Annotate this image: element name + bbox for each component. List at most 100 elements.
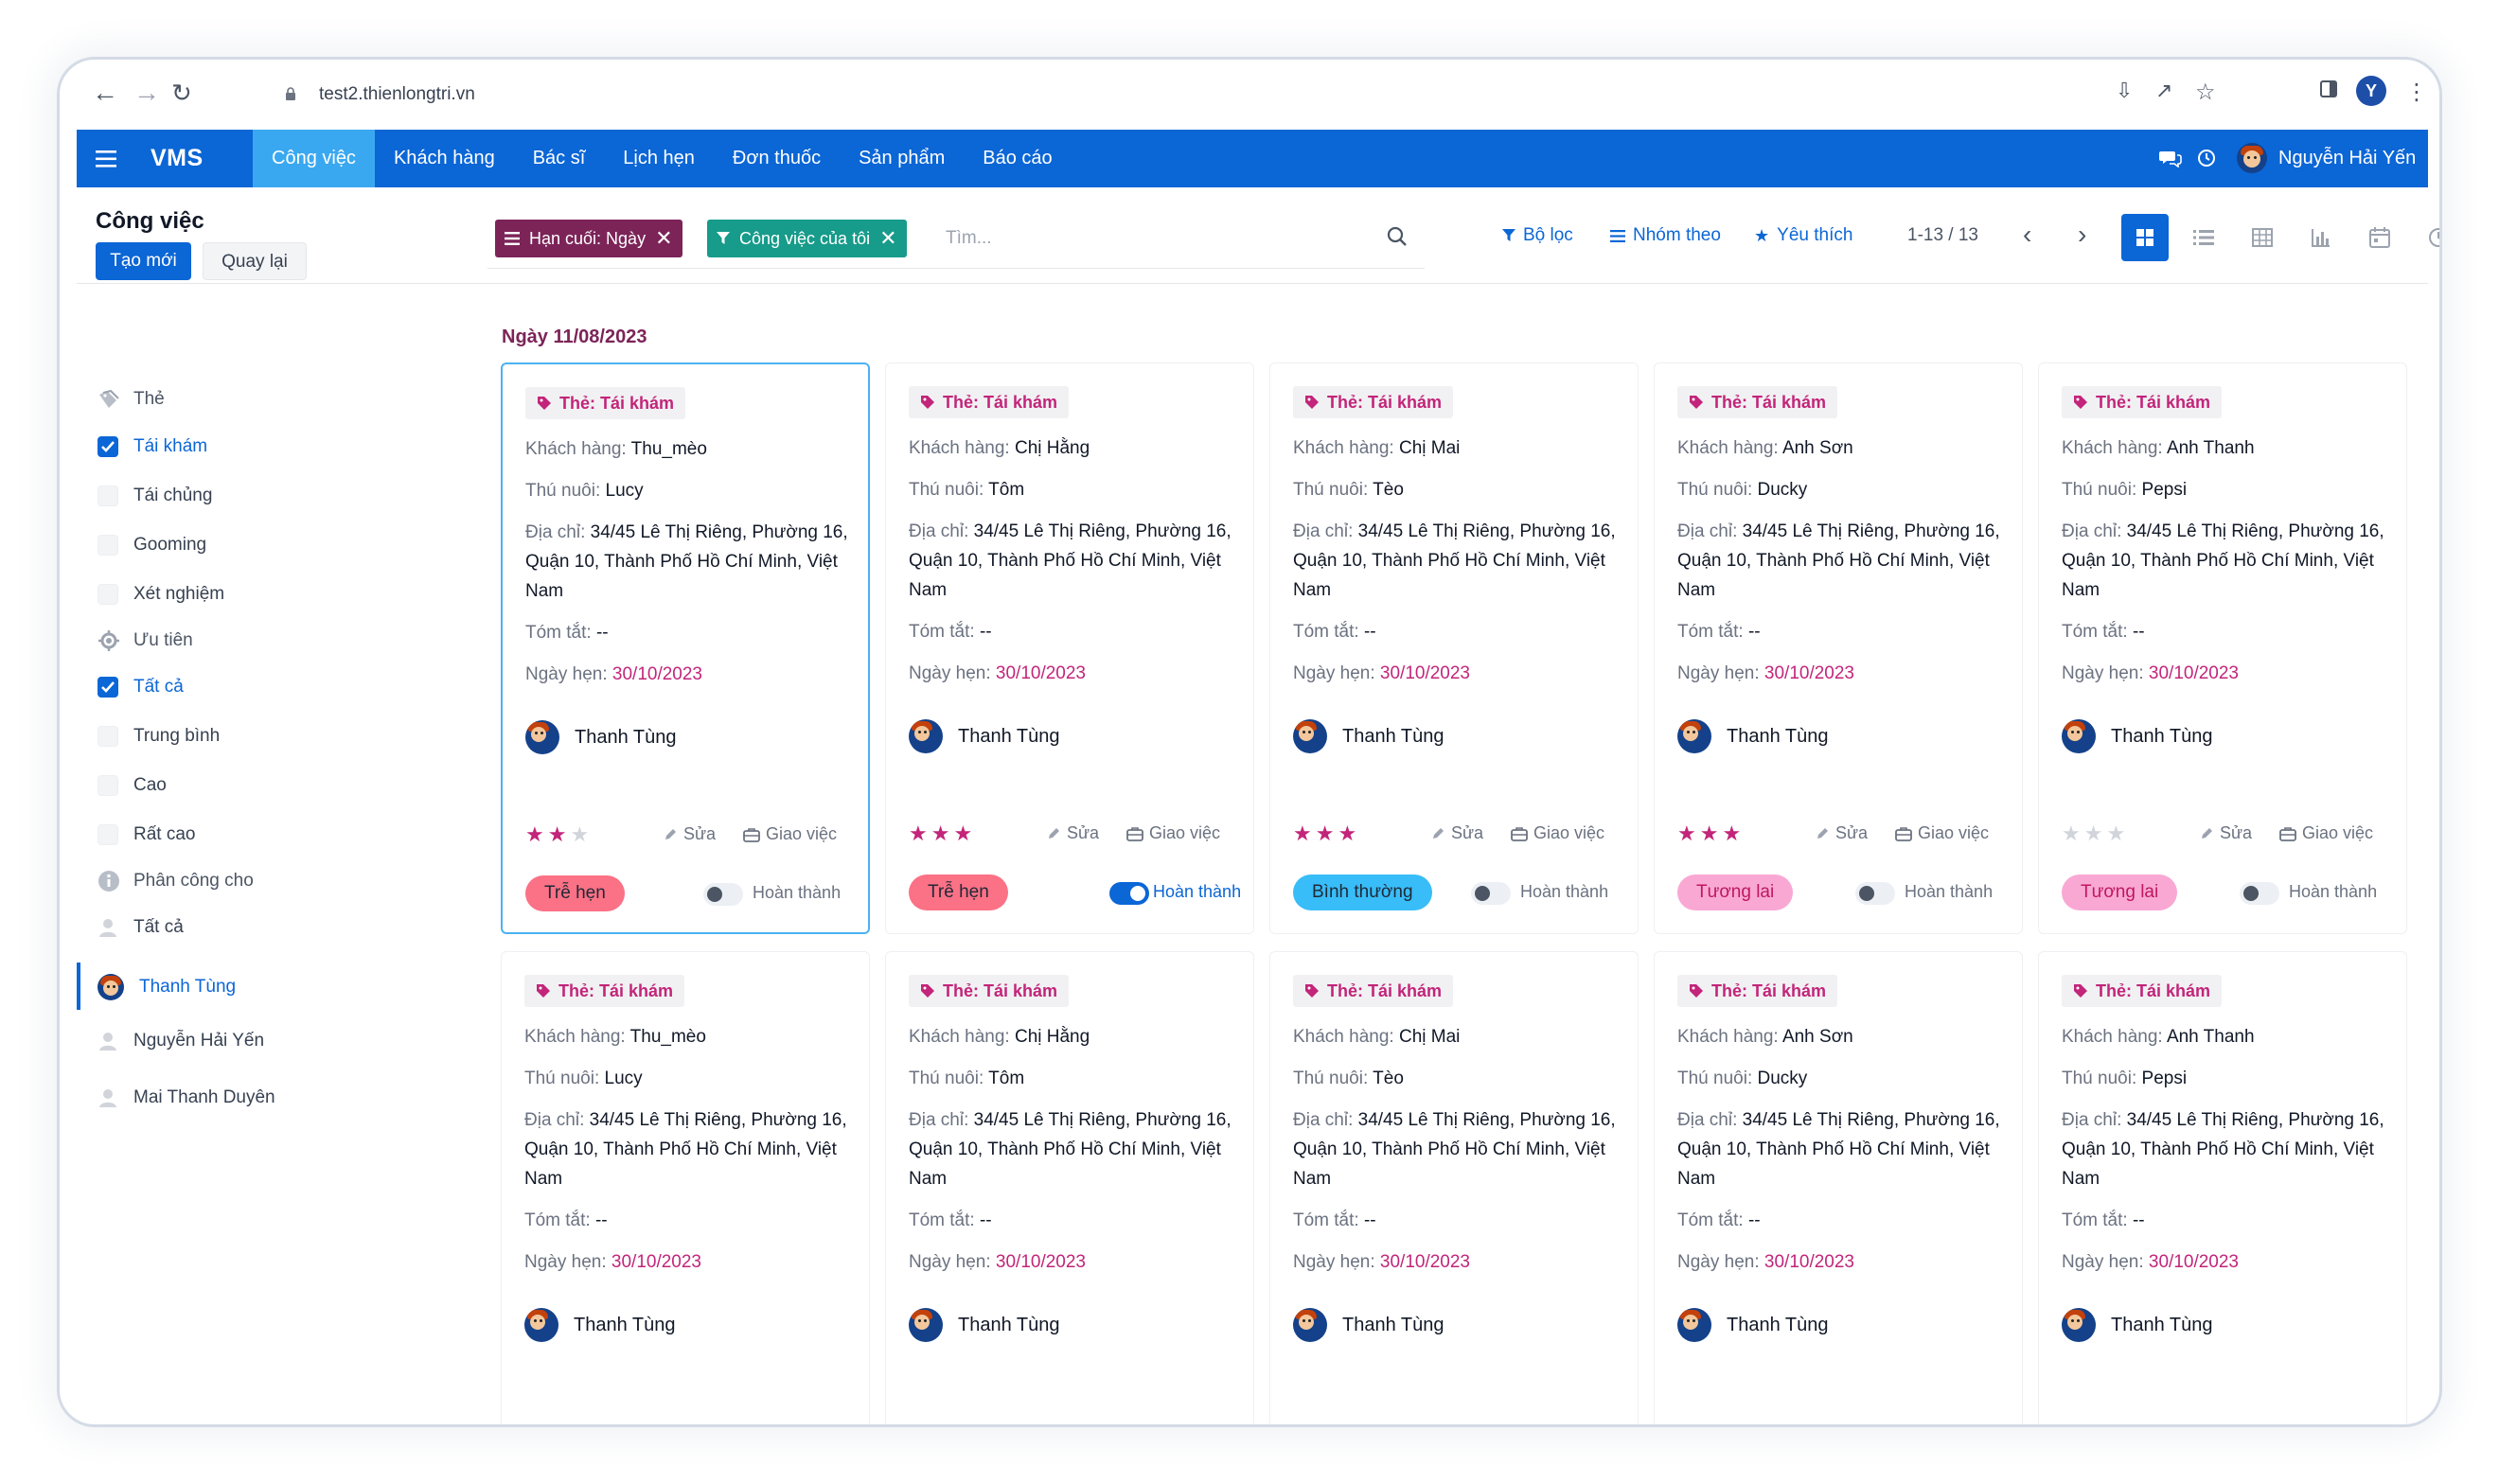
menu-item[interactable]: Sản phẩm xyxy=(859,148,946,168)
task-card[interactable]: Thẻ: Tái khám Khách hàng: Chị Mai Thú nuôi… xyxy=(1269,951,1639,1424)
facet-my-tasks[interactable]: Công việc của tôi ✕ xyxy=(707,220,907,257)
priority-stars[interactable]: ★ ★ ★ xyxy=(525,822,589,847)
assignee-filter-item[interactable]: Thanh Tùng xyxy=(97,974,236,1000)
assignee-filter-item[interactable]: Tất cả xyxy=(97,917,184,938)
group-by-button[interactable]: Nhóm theo xyxy=(1610,225,1721,246)
menu-item[interactable]: Bác sĩ xyxy=(532,148,586,168)
assign-button[interactable]: Giao việc xyxy=(2279,823,2373,843)
assign-button[interactable]: Giao việc xyxy=(743,824,837,844)
edit-button[interactable]: Sửa xyxy=(1431,823,1483,843)
sidebar-filter-item[interactable]: Rất cao xyxy=(97,824,195,845)
address-bar[interactable]: test2.thienlongtri.vn xyxy=(319,84,475,104)
star-icon[interactable]: ★ xyxy=(2062,822,2081,845)
edit-button[interactable]: Sửa xyxy=(664,824,716,844)
task-card[interactable]: Thẻ: Tái khám Khách hàng: Chị Hằng Thú nuô… xyxy=(885,362,1254,934)
star-icon[interactable]: ★ xyxy=(909,822,928,845)
sidebar-filter-item[interactable]: Trung bình xyxy=(97,726,220,747)
star-icon[interactable]: ★ xyxy=(2106,822,2126,845)
star-icon[interactable]: ★ xyxy=(1293,822,1312,845)
star-icon[interactable]: ★ xyxy=(953,822,973,845)
browser-menu-icon[interactable]: ⋮ xyxy=(2405,80,2428,105)
assignee-filter-item[interactable]: Nguyễn Hải Yến xyxy=(97,1031,264,1051)
star-icon[interactable]: ★ xyxy=(1338,822,1357,845)
previous-page-icon[interactable]: ‹ xyxy=(2023,220,2032,249)
star-icon[interactable]: ★ xyxy=(547,822,567,846)
graph-view-button[interactable] xyxy=(2297,214,2345,261)
hamburger-menu-icon[interactable] xyxy=(96,150,116,168)
star-icon[interactable]: ★ xyxy=(1699,822,1719,845)
filter-button[interactable]: Bộ lọc xyxy=(1502,225,1573,246)
share-icon[interactable]: ↗ xyxy=(2155,79,2173,102)
edit-button[interactable]: Sửa xyxy=(2200,823,2252,843)
done-toggle[interactable] xyxy=(1471,882,1511,905)
checkbox[interactable] xyxy=(97,775,118,796)
search-icon[interactable] xyxy=(1387,226,1408,247)
remove-facet-icon[interactable]: ✕ xyxy=(879,226,897,250)
sidebar-filter-item[interactable]: Tái chủng xyxy=(97,486,212,506)
facet-deadline[interactable]: Hạn cuối: Ngày ✕ xyxy=(495,220,682,257)
star-icon[interactable]: ★ xyxy=(525,822,544,846)
sidebar-filter-item[interactable]: Gooming xyxy=(97,535,206,556)
edit-button[interactable]: Sửa xyxy=(1816,823,1868,843)
next-page-icon[interactable]: › xyxy=(2078,220,2087,249)
star-icon[interactable]: ★ xyxy=(930,822,950,845)
sidebar-filter-item[interactable]: Cao xyxy=(97,775,167,796)
priority-stars[interactable]: ★ ★ ★ xyxy=(1293,822,1356,846)
assign-button[interactable]: Giao việc xyxy=(1511,823,1604,843)
chat-icon[interactable] xyxy=(2159,149,2182,168)
menu-item[interactable]: Công việc xyxy=(253,130,375,187)
assign-button[interactable]: Giao việc xyxy=(1126,823,1220,843)
edit-button[interactable]: Sửa xyxy=(1047,823,1099,843)
activity-clock-icon[interactable] xyxy=(2197,149,2216,168)
calendar-view-button[interactable] xyxy=(2356,214,2403,261)
done-toggle[interactable] xyxy=(2240,882,2279,905)
task-card[interactable]: Thẻ: Tái khám Khách hàng: Thu_mèo Thú nuôi… xyxy=(501,951,870,1424)
favorites-button[interactable]: ★ Yêu thích xyxy=(1754,225,1852,246)
bookmark-star-icon[interactable]: ☆ xyxy=(2195,80,2216,105)
sidebar-filter-item[interactable]: Tái khám xyxy=(97,436,207,457)
kanban-view-button[interactable] xyxy=(2121,214,2169,261)
priority-stars[interactable]: ★ ★ ★ xyxy=(909,822,972,846)
app-brand[interactable]: VMS xyxy=(151,145,204,171)
back-button[interactable]: Quay lại xyxy=(203,242,307,280)
sidebar-filter-item[interactable]: Tất cả xyxy=(97,677,184,698)
search-input[interactable]: Tìm... xyxy=(946,228,992,248)
checkbox[interactable] xyxy=(97,824,118,845)
activity-view-button[interactable] xyxy=(2415,214,2439,261)
done-toggle[interactable] xyxy=(1109,882,1149,905)
task-card[interactable]: Thẻ: Tái khám Khách hàng: Chị Hằng Thú nuô… xyxy=(885,951,1254,1424)
checkbox[interactable] xyxy=(97,535,118,556)
star-icon[interactable]: ★ xyxy=(2083,822,2103,845)
task-card[interactable]: Thẻ: Tái khám Khách hàng: Anh Thanh Thú nu… xyxy=(2038,362,2407,934)
task-card[interactable]: Thẻ: Tái khám Khách hàng: Thu_mèo Thú nuôi… xyxy=(501,362,870,934)
star-icon[interactable]: ★ xyxy=(1315,822,1335,845)
task-card[interactable]: Thẻ: Tái khám Khách hàng: Anh Sơn Thú nuôi… xyxy=(1654,362,2023,934)
task-card[interactable]: Thẻ: Tái khám Khách hàng: Anh Sơn Thú nuôi… xyxy=(1654,951,2023,1424)
forward-arrow-icon[interactable]: → xyxy=(133,78,160,107)
remove-facet-icon[interactable]: ✕ xyxy=(655,226,673,250)
priority-stars[interactable]: ★ ★ ★ xyxy=(2062,822,2125,846)
sidebar-filter-item[interactable]: Xét nghiệm xyxy=(97,584,224,605)
done-toggle[interactable] xyxy=(703,883,743,906)
side-panel-icon[interactable] xyxy=(2320,80,2337,97)
checkbox[interactable] xyxy=(97,486,118,506)
task-card[interactable]: Thẻ: Tái khám Khách hàng: Anh Thanh Thú nu… xyxy=(2038,951,2407,1424)
reload-icon[interactable]: ↻ xyxy=(171,79,192,107)
menu-item[interactable]: Đơn thuốc xyxy=(732,148,822,168)
menu-item[interactable]: Lịch hẹn xyxy=(623,148,695,168)
install-icon[interactable]: ⇩ xyxy=(2116,79,2134,102)
assignee-filter-item[interactable]: Mai Thanh Duyên xyxy=(97,1087,275,1108)
assign-button[interactable]: Giao việc xyxy=(1895,823,1989,843)
user-menu[interactable]: Nguyễn Hải Yến xyxy=(2237,143,2416,173)
star-icon[interactable]: ★ xyxy=(1722,822,1742,845)
pager-value[interactable]: 1-13 / 13 xyxy=(1907,225,1978,245)
done-toggle[interactable] xyxy=(1855,882,1895,905)
menu-item[interactable]: Báo cáo xyxy=(983,148,1053,168)
checkbox[interactable] xyxy=(97,726,118,747)
priority-stars[interactable]: ★ ★ ★ xyxy=(1677,822,1741,846)
create-button[interactable]: Tạo mới xyxy=(96,242,191,280)
browser-profile-avatar[interactable]: Y xyxy=(2356,76,2386,106)
checkbox[interactable] xyxy=(97,584,118,605)
task-card[interactable]: Thẻ: Tái khám Khách hàng: Chị Mai Thú nuôi… xyxy=(1269,362,1639,934)
star-icon[interactable]: ★ xyxy=(570,822,590,846)
